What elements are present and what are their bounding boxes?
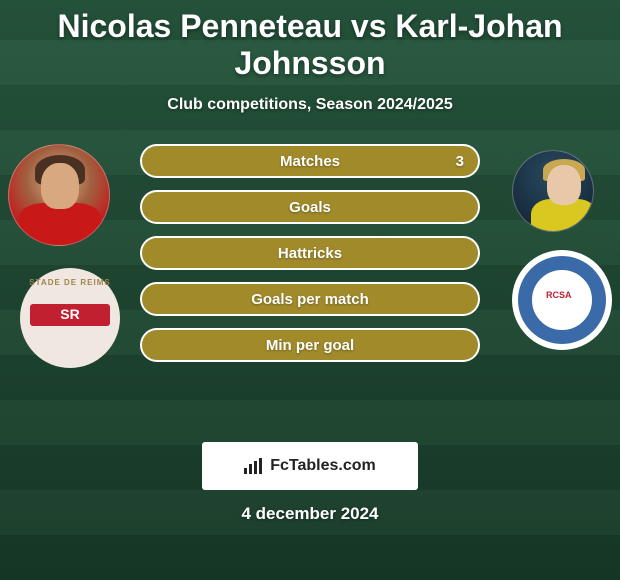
player-right-column: RCSA xyxy=(512,144,612,350)
player-right-club-badge: RCSA xyxy=(512,250,612,350)
club-left-arc-text: STADE DE REIMS xyxy=(20,278,120,287)
comparison-date: 4 december 2024 xyxy=(0,504,620,524)
stat-bars: Matches 3 Goals Hattricks Goals per matc… xyxy=(140,144,480,374)
content-root: Nicolas Penneteau vs Karl-Johan Johnsson… xyxy=(0,0,620,524)
stat-bar-hattricks: Hattricks xyxy=(140,236,480,270)
stat-bar-goals-per-match: Goals per match xyxy=(140,282,480,316)
comparison-layout: STADE DE REIMS SR RCSA Matches 3 xyxy=(0,144,620,434)
branding-text: FcTables.com xyxy=(270,457,376,475)
stat-label: Hattricks xyxy=(278,245,342,262)
bars-chart-icon xyxy=(244,458,264,474)
stat-bar-min-per-goal: Min per goal xyxy=(140,328,480,362)
stat-right-value: 3 xyxy=(456,153,464,170)
stat-bar-goals: Goals xyxy=(140,190,480,224)
stat-label: Goals xyxy=(289,199,331,216)
player-left-column: STADE DE REIMS SR xyxy=(8,144,120,368)
branding-card[interactable]: FcTables.com xyxy=(202,442,418,490)
stat-bar-matches: Matches 3 xyxy=(140,144,480,178)
player-left-club-badge: STADE DE REIMS SR xyxy=(20,268,120,368)
stat-label: Matches xyxy=(280,153,340,170)
player-left-avatar xyxy=(8,144,110,246)
page-subtitle: Club competitions, Season 2024/2025 xyxy=(0,96,620,114)
player-right-avatar xyxy=(512,150,594,232)
club-right-abbr: RCSA xyxy=(546,290,572,300)
club-left-abbr: SR xyxy=(20,306,120,322)
stat-label: Goals per match xyxy=(251,291,369,308)
stat-label: Min per goal xyxy=(266,337,354,354)
page-title: Nicolas Penneteau vs Karl-Johan Johnsson xyxy=(0,0,620,82)
